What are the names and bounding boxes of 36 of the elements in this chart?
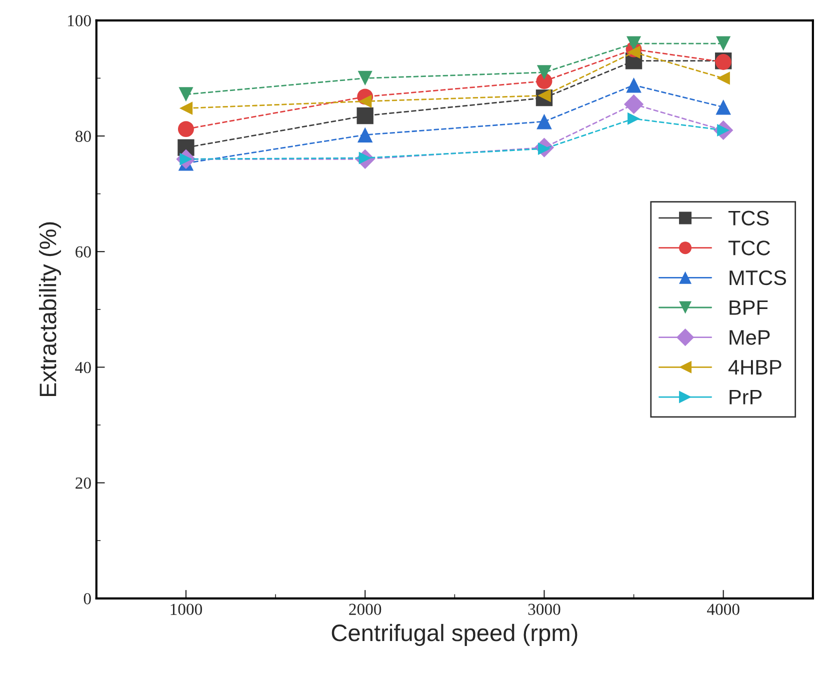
legend-label: 4HBP [728, 360, 782, 374]
point [357, 127, 373, 142]
legend-label: MeP [730, 330, 770, 345]
point [536, 114, 552, 130]
legend-label: MTCS [730, 270, 786, 286]
x-tick-label: 1000 [170, 604, 202, 615]
y-tick-label: 0 [84, 593, 91, 604]
y-tick-label: 60 [76, 246, 91, 258]
point [624, 94, 644, 114]
point [626, 77, 642, 93]
y-axis-title: Extractability (%) [38, 222, 61, 396]
y-tick-label: 80 [76, 130, 91, 142]
point [356, 107, 374, 124]
point [627, 46, 640, 59]
legend-label: BPF [730, 300, 768, 315]
x-tick-label: 2000 [349, 604, 382, 615]
point [358, 70, 372, 86]
y-tick-label: 40 [75, 362, 91, 374]
point [626, 36, 642, 51]
y-tick-label: 100 [68, 15, 91, 26]
x-axis-title: Centrifugal speed (rpm) [332, 624, 578, 646]
legend-label: PrP [730, 390, 762, 404]
point [716, 36, 731, 51]
point [179, 102, 193, 115]
point [536, 65, 552, 80]
legend-label: TCC [728, 240, 770, 256]
point [628, 112, 640, 125]
point [358, 94, 372, 108]
legend-label: TCS [728, 210, 769, 226]
x-tick-label: 3000 [528, 604, 560, 615]
point [716, 99, 731, 115]
x-tick-label: 4000 [707, 604, 740, 615]
y-tick-label: 20 [76, 478, 91, 489]
point [716, 72, 730, 85]
point [178, 121, 194, 138]
point [178, 87, 194, 102]
